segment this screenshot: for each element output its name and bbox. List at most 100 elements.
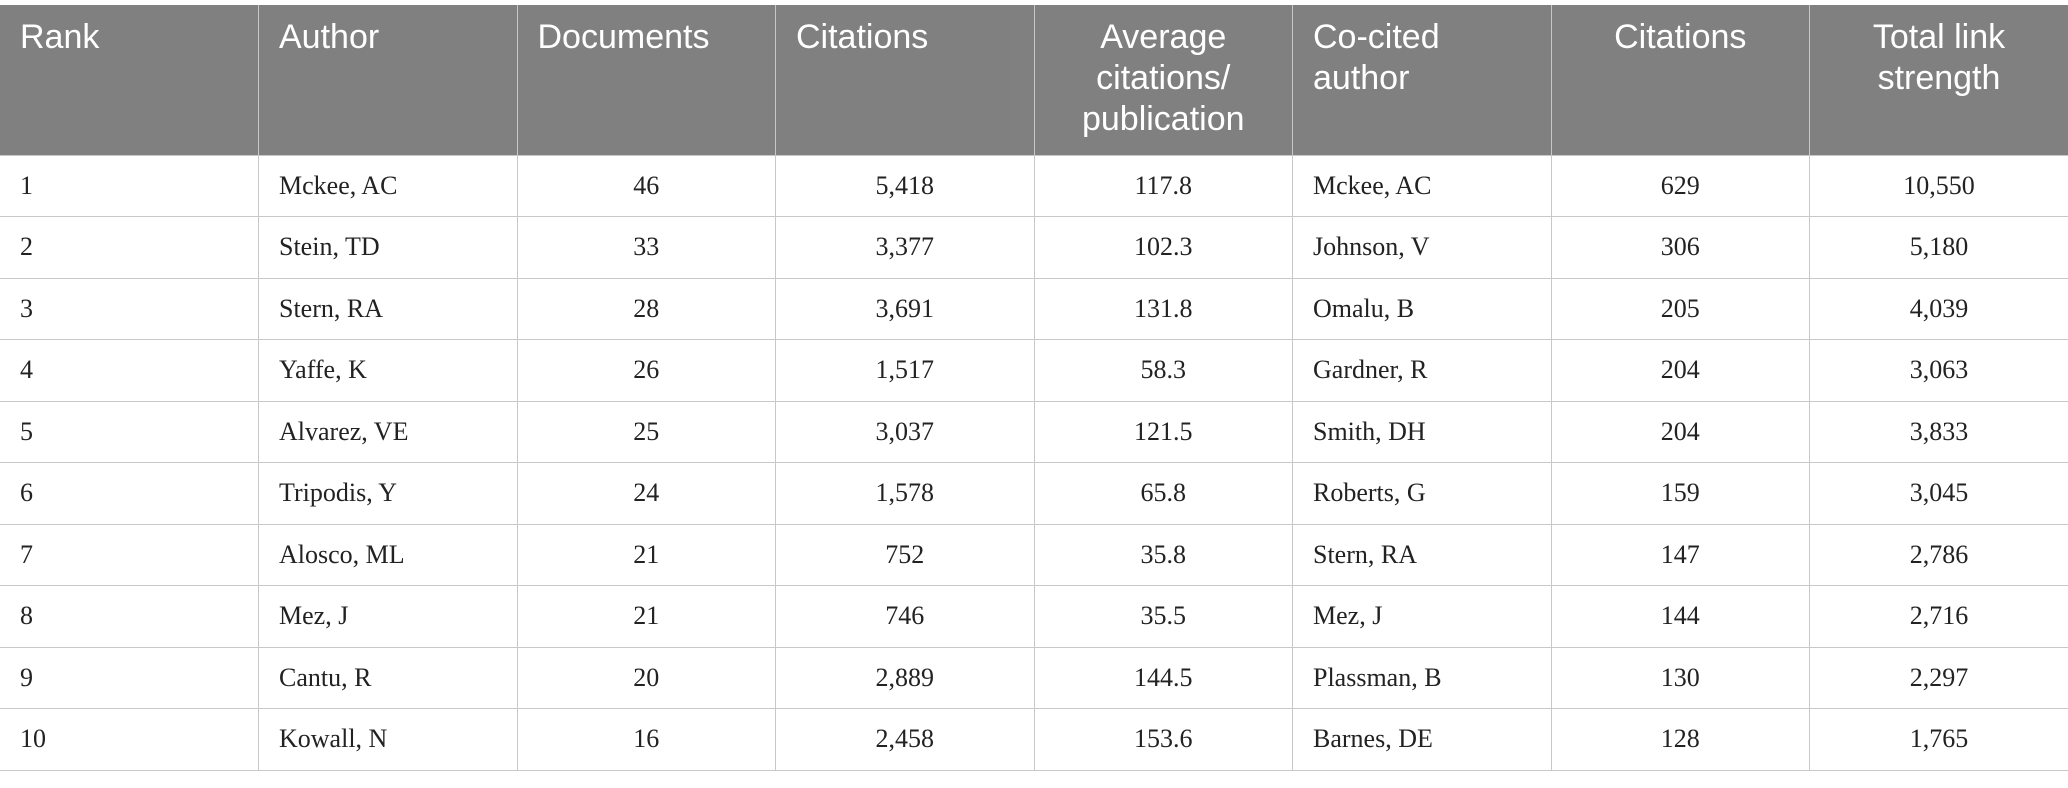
cell-documents: 46 [516, 154, 776, 217]
cell-rank: 4 [0, 339, 259, 402]
cell-co-cited-citations: 306 [1550, 216, 1810, 279]
cell-total-link-strength: 4,039 [1809, 277, 2068, 340]
cell-documents: 25 [516, 400, 776, 463]
cell-documents: 33 [516, 216, 776, 279]
header-author: Author [258, 5, 518, 155]
cell-documents: 21 [516, 585, 776, 648]
table-body: 1 Mckee, AC 46 5,418 117.8 Mckee, AC 629 10,550… [0, 154, 2068, 771]
table-row: 2 Stein, TD 33 3,377 102.3 Johnson, V 306 5,180 [0, 216, 2068, 279]
table-header: Rank Author Documents Citations Average … [0, 5, 2068, 155]
cell-citations: 1,517 [775, 339, 1035, 402]
cell-co-cited-author: Gardner, R [1292, 339, 1552, 402]
cell-co-cited-author: Barnes, DE [1292, 708, 1552, 771]
header-co-cited-citations: Citations [1550, 5, 1810, 155]
cell-documents: 24 [516, 462, 776, 525]
cell-author: Mez, J [258, 585, 518, 648]
cell-co-cited-author: Plassman, B [1292, 646, 1552, 709]
cell-total-link-strength: 5,180 [1809, 216, 2068, 279]
cell-co-cited-citations: 629 [1550, 154, 1810, 217]
cell-citations: 1,578 [775, 462, 1035, 525]
cell-co-cited-citations: 159 [1550, 462, 1810, 525]
cell-author: Kowall, N [258, 708, 518, 771]
cell-rank: 10 [0, 708, 259, 771]
cell-citations: 5,418 [775, 154, 1035, 217]
cell-average-citations: 153.6 [1033, 708, 1293, 771]
cell-documents: 21 [516, 523, 776, 586]
header-total-link-strength: Total link strength [1809, 5, 2068, 155]
table-row: 1 Mckee, AC 46 5,418 117.8 Mckee, AC 629 10,550 [0, 154, 2068, 217]
cell-total-link-strength: 1,765 [1809, 708, 2068, 771]
cell-author: Tripodis, Y [258, 462, 518, 525]
table-row: 9 Cantu, R 20 2,889 144.5 Plassman, B 130 2,297 [0, 646, 2068, 709]
cell-author: Stein, TD [258, 216, 518, 279]
cell-average-citations: 65.8 [1033, 462, 1293, 525]
cell-total-link-strength: 3,045 [1809, 462, 2068, 525]
table-row: 5 Alvarez, VE 25 3,037 121.5 Smith, DH 204 3,83… [0, 400, 2068, 463]
cell-author: Alvarez, VE [258, 400, 518, 463]
header-row: Rank Author Documents Citations Average … [0, 5, 2068, 155]
cell-citations: 3,377 [775, 216, 1035, 279]
cell-citations: 2,889 [775, 646, 1035, 709]
cell-co-cited-author: Omalu, B [1292, 277, 1552, 340]
cell-co-cited-citations: 128 [1550, 708, 1810, 771]
cell-co-cited-citations: 204 [1550, 400, 1810, 463]
cell-documents: 26 [516, 339, 776, 402]
cell-co-cited-author: Mckee, AC [1292, 154, 1552, 217]
cell-co-cited-citations: 130 [1550, 646, 1810, 709]
cell-average-citations: 102.3 [1033, 216, 1293, 279]
cell-average-citations: 117.8 [1033, 154, 1293, 217]
cell-author: Cantu, R [258, 646, 518, 709]
cell-total-link-strength: 3,833 [1809, 400, 2068, 463]
cell-rank: 2 [0, 216, 259, 279]
cell-co-cited-author: Smith, DH [1292, 400, 1552, 463]
cell-average-citations: 35.5 [1033, 585, 1293, 648]
cell-co-cited-citations: 204 [1550, 339, 1810, 402]
table-row: 8 Mez, J 21 746 35.5 Mez, J 144 2,716 [0, 585, 2068, 648]
cell-author: Mckee, AC [258, 154, 518, 217]
cell-co-cited-author: Johnson, V [1292, 216, 1552, 279]
cell-average-citations: 144.5 [1033, 646, 1293, 709]
cell-total-link-strength: 3,063 [1809, 339, 2068, 402]
cell-co-cited-author: Mez, J [1292, 585, 1552, 648]
header-rank: Rank [0, 5, 259, 155]
cell-citations: 3,037 [775, 400, 1035, 463]
header-average-citations: Average citations/ publication [1033, 5, 1293, 155]
cell-average-citations: 58.3 [1033, 339, 1293, 402]
cell-documents: 28 [516, 277, 776, 340]
cell-average-citations: 35.8 [1033, 523, 1293, 586]
cell-co-cited-author: Roberts, G [1292, 462, 1552, 525]
cell-citations: 752 [775, 523, 1035, 586]
table-row: 6 Tripodis, Y 24 1,578 65.8 Roberts, G 159 3,04… [0, 462, 2068, 525]
cell-rank: 6 [0, 462, 259, 525]
header-co-cited-author: Co-cited author [1292, 5, 1552, 155]
cell-average-citations: 131.8 [1033, 277, 1293, 340]
cell-author: Yaffe, K [258, 339, 518, 402]
table-row: 7 Alosco, ML 21 752 35.8 Stern, RA 147 2,786 [0, 523, 2068, 586]
cell-documents: 16 [516, 708, 776, 771]
header-documents: Documents [516, 5, 776, 155]
cell-rank: 8 [0, 585, 259, 648]
table-row: 3 Stern, RA 28 3,691 131.8 Omalu, B 205 4,039 [0, 277, 2068, 340]
cell-co-cited-author: Stern, RA [1292, 523, 1552, 586]
cell-citations: 3,691 [775, 277, 1035, 340]
cell-co-cited-citations: 147 [1550, 523, 1810, 586]
author-citation-table: Rank Author Documents Citations Average … [0, 5, 2068, 771]
cell-citations: 2,458 [775, 708, 1035, 771]
cell-author: Stern, RA [258, 277, 518, 340]
cell-rank: 7 [0, 523, 259, 586]
cell-total-link-strength: 2,297 [1809, 646, 2068, 709]
table-row: 4 Yaffe, K 26 1,517 58.3 Gardner, R 204 3,063 [0, 339, 2068, 402]
cell-rank: 1 [0, 154, 259, 217]
cell-documents: 20 [516, 646, 776, 709]
cell-co-cited-citations: 205 [1550, 277, 1810, 340]
cell-citations: 746 [775, 585, 1035, 648]
cell-total-link-strength: 2,716 [1809, 585, 2068, 648]
cell-author: Alosco, ML [258, 523, 518, 586]
cell-total-link-strength: 10,550 [1809, 154, 2068, 217]
cell-rank: 3 [0, 277, 259, 340]
cell-rank: 9 [0, 646, 259, 709]
cell-total-link-strength: 2,786 [1809, 523, 2068, 586]
header-citations: Citations [775, 5, 1035, 155]
cell-average-citations: 121.5 [1033, 400, 1293, 463]
cell-co-cited-citations: 144 [1550, 585, 1810, 648]
